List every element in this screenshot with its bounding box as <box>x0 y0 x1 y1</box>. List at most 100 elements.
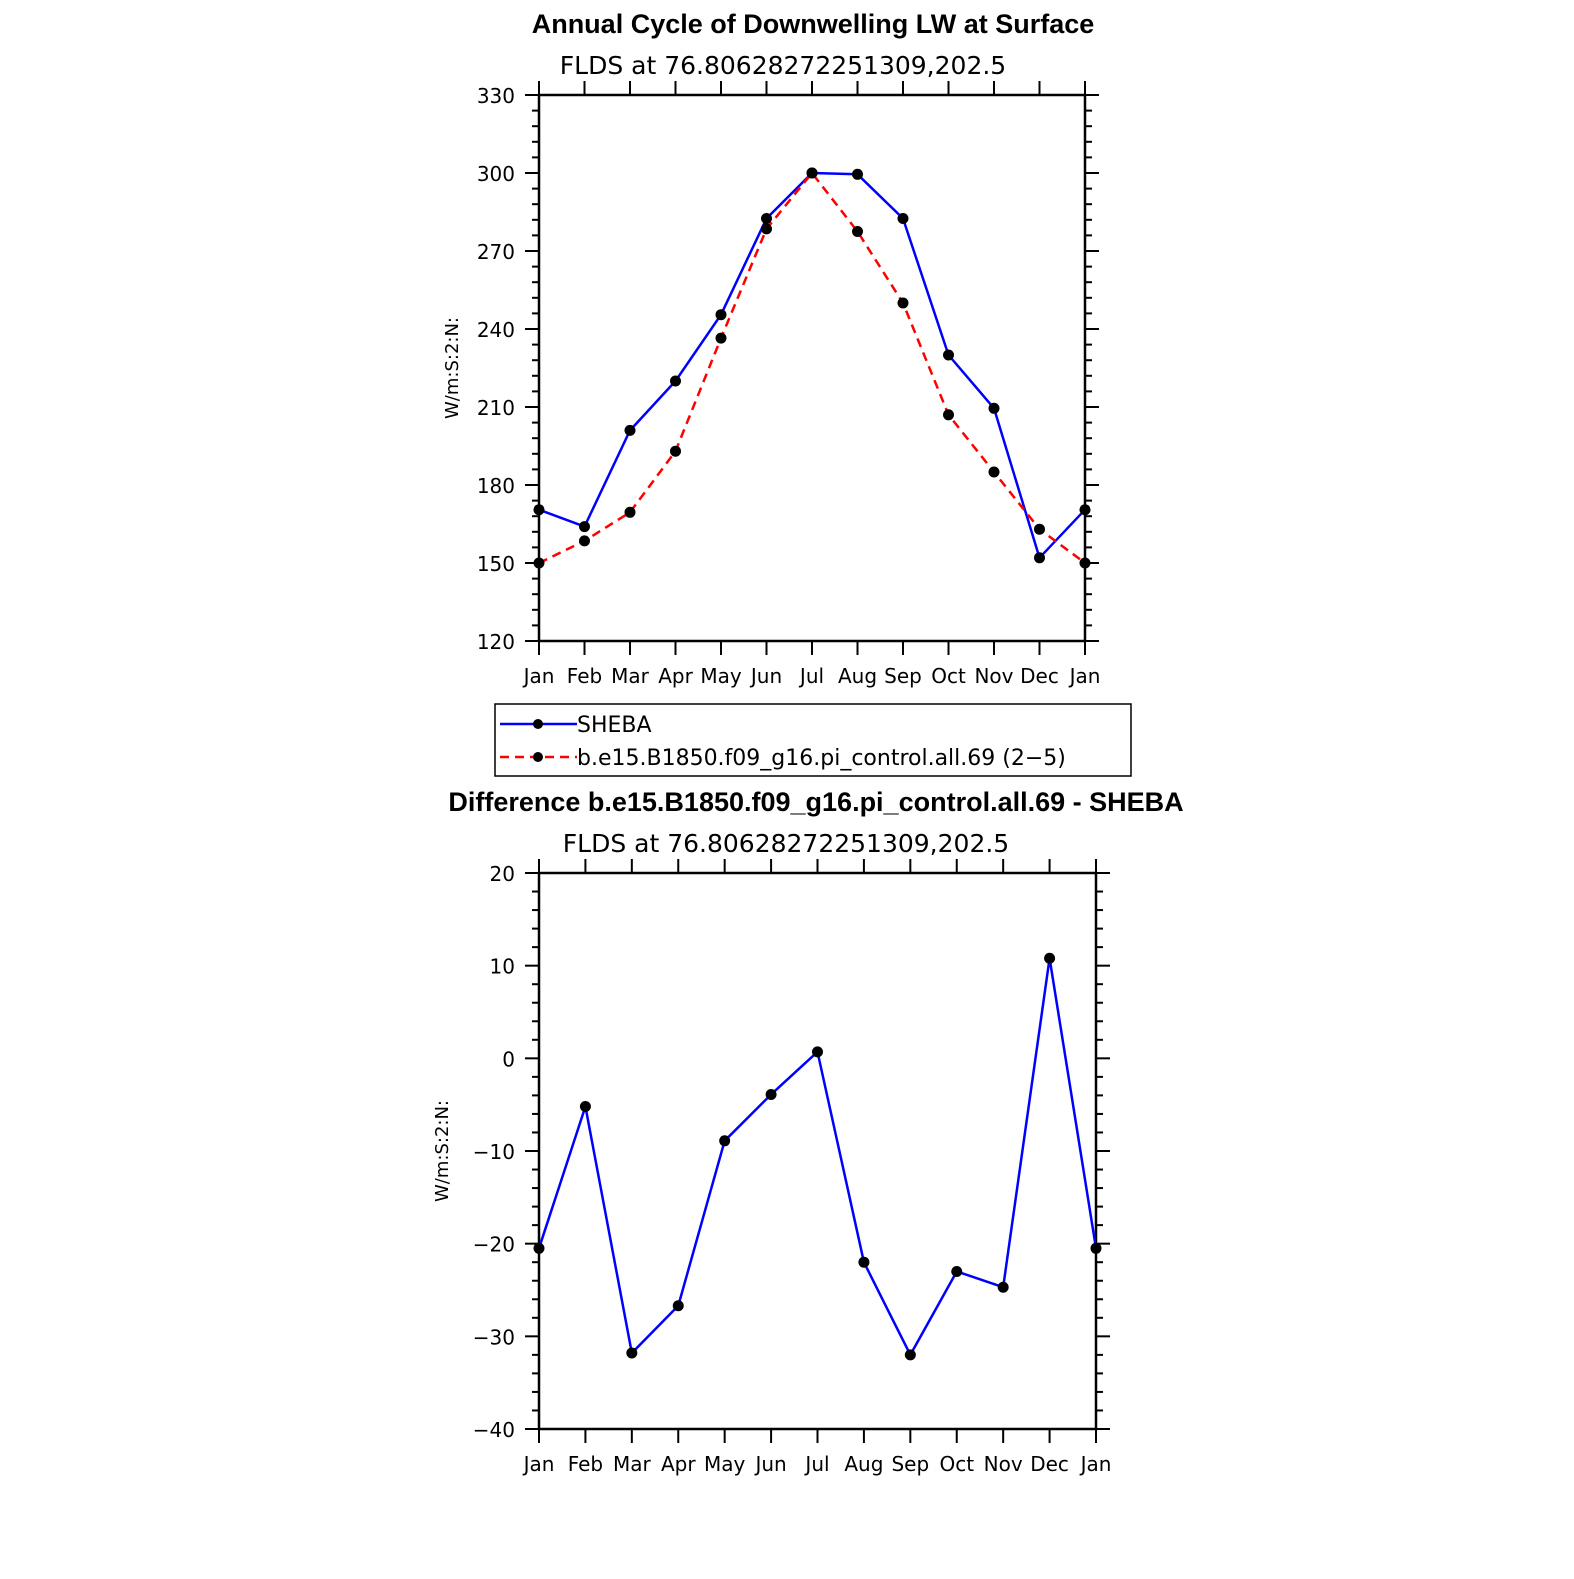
top-series-1-point <box>624 506 636 518</box>
top-y-tick-label: 120 <box>477 630 515 654</box>
top-x-tick-label: May <box>700 664 742 688</box>
bottom-x-tick-label: Feb <box>568 1452 603 1476</box>
top-x-tick-label: Mar <box>611 664 650 688</box>
bottom-series-0-point <box>812 1046 823 1058</box>
bottom-y-tick-label: −40 <box>473 1418 515 1442</box>
bottom-series-0-point <box>719 1135 731 1147</box>
bottom-y-tick-label: −20 <box>473 1233 515 1257</box>
legend-label-model: b.e15.B1850.f09_g16.pi_control.all.69 (2… <box>577 746 1066 771</box>
bottom-x-tick-label: Jul <box>803 1452 829 1476</box>
top-x-tick-label: Sep <box>884 664 922 688</box>
bottom-x-tick-label: Dec <box>1030 1452 1069 1476</box>
bottom-y-tick-label: 20 <box>490 862 515 886</box>
top-series-0-point <box>715 309 727 321</box>
top-series-1-point <box>988 466 1000 478</box>
bottom-chart-title: Difference b.e15.B1850.f09_g16.pi_contro… <box>448 787 1183 817</box>
bottom-chart-y-axis-label: W/m:S:2:N: <box>432 1100 453 1202</box>
bottom-y-tick-label: 0 <box>502 1047 515 1071</box>
bottom-series-0-point <box>626 1347 638 1359</box>
legend-marker-sheba <box>533 719 543 729</box>
top-series-0-point <box>670 375 681 387</box>
top-series-0-point <box>761 213 772 224</box>
bottom-series-line-0 <box>537 957 1098 1357</box>
top-chart-y-axis-label: W/m:S:2:N: <box>442 317 463 419</box>
top-series-0-point <box>897 213 909 224</box>
top-series-line-1 <box>538 171 1086 565</box>
bottom-x-tick-label: Aug <box>844 1452 883 1476</box>
top-chart-legend: SHEBA b.e15.B1850.f09_g16.pi_control.all… <box>494 703 1132 777</box>
top-series-1-point <box>806 167 818 179</box>
top-chart-panel: Annual Cycle of Downwelling LW at Surfac… <box>442 9 1132 777</box>
top-x-tick-label: Jan <box>522 664 555 688</box>
bottom-y-tick-label: −30 <box>473 1325 515 1349</box>
bottom-series-0-point <box>904 1349 916 1361</box>
top-y-tick-label: 270 <box>477 240 515 264</box>
top-chart-plot-area: 330 300 270 240 210 180 150 120 Jan Feb Mar Apr May J… <box>477 81 1101 688</box>
top-y-tick-label: 330 <box>477 84 515 108</box>
top-series-1-point <box>670 445 681 457</box>
top-y-tick-label: 240 <box>477 318 515 342</box>
top-series-1-point <box>579 535 590 547</box>
bottom-x-tick-label: Oct <box>939 1452 974 1476</box>
top-series-1-point <box>897 297 909 309</box>
top-x-tick-label: Oct <box>931 664 966 688</box>
top-chart-subtitle: FLDS at 76.80628272251309,202.5 <box>560 51 1006 80</box>
top-series-0-point <box>988 402 1000 414</box>
top-series-1-point <box>1034 523 1045 535</box>
bottom-y-tick-label: 10 <box>490 955 515 979</box>
bottom-plot-frame <box>537 871 1098 1431</box>
top-x-tick-label: Jun <box>749 664 782 688</box>
bottom-x-tick-label: Jun <box>753 1452 786 1476</box>
bottom-series-0-point <box>765 1088 777 1100</box>
top-series-line-0 <box>538 171 1086 560</box>
legend-label-sheba: SHEBA <box>577 713 652 738</box>
top-chart-title: Annual Cycle of Downwelling LW at Surfac… <box>532 9 1095 39</box>
bottom-x-tick-label: Nov <box>984 1452 1023 1476</box>
top-y-tick-label: 300 <box>477 162 515 186</box>
bottom-series-0-point <box>951 1265 963 1277</box>
bottom-series-0-point <box>1044 952 1056 964</box>
legend-marker-model <box>533 752 543 762</box>
bottom-y-tick-label: −10 <box>473 1140 515 1164</box>
top-x-tick-label: Jul <box>798 664 824 688</box>
bottom-x-tick-label: Sep <box>891 1452 929 1476</box>
bottom-chart-subtitle: FLDS at 76.80628272251309,202.5 <box>563 829 1009 858</box>
top-x-tick-label: Dec <box>1020 664 1059 688</box>
top-x-tick-label: Apr <box>658 664 693 688</box>
top-x-tick-label: Nov <box>974 664 1013 688</box>
bottom-x-tick-label: Mar <box>613 1452 652 1476</box>
top-series-0-point <box>943 349 954 361</box>
top-y-tick-label: 180 <box>477 474 515 498</box>
bottom-series-0-point <box>858 1256 870 1268</box>
top-y-tick-label: 210 <box>477 396 515 420</box>
bottom-series-0-point <box>672 1300 684 1312</box>
bottom-x-tick-label: Jan <box>522 1452 555 1476</box>
top-series-0-point <box>624 424 636 436</box>
top-y-tick-label: 150 <box>477 552 515 576</box>
top-series-0-point <box>533 504 545 516</box>
bottom-series-0-point <box>1090 1242 1102 1254</box>
top-series-1-point <box>943 409 954 421</box>
top-series-0-point <box>1034 552 1045 564</box>
top-series-1-point <box>852 226 863 237</box>
bottom-x-tick-label: May <box>704 1452 746 1476</box>
bottom-x-tick-label: Jan <box>1079 1452 1112 1476</box>
top-series-0-point <box>579 521 590 533</box>
top-series-1-point <box>533 557 545 569</box>
top-x-tick-label: Jan <box>1068 664 1101 688</box>
bottom-chart-plot-area: 20 10 0 −10 −20 −30 −40 Jan Feb Mar Apr May Jun Jul Au… <box>473 859 1112 1476</box>
top-series-1-point <box>1079 557 1091 569</box>
bottom-x-tick-label: Apr <box>661 1452 696 1476</box>
bottom-series-0-point <box>997 1281 1009 1293</box>
bottom-series-0-point <box>579 1101 591 1113</box>
top-x-tick-label: Aug <box>838 664 877 688</box>
legend-box <box>494 703 1132 777</box>
bottom-series-0-point <box>533 1242 545 1254</box>
bottom-chart-panel: Difference b.e15.B1850.f09_g16.pi_contro… <box>432 787 1184 1476</box>
top-series-1-point <box>761 223 772 235</box>
top-series-0-point <box>852 168 863 180</box>
top-series-0-point <box>1079 504 1091 516</box>
top-x-tick-label: Feb <box>567 664 602 688</box>
